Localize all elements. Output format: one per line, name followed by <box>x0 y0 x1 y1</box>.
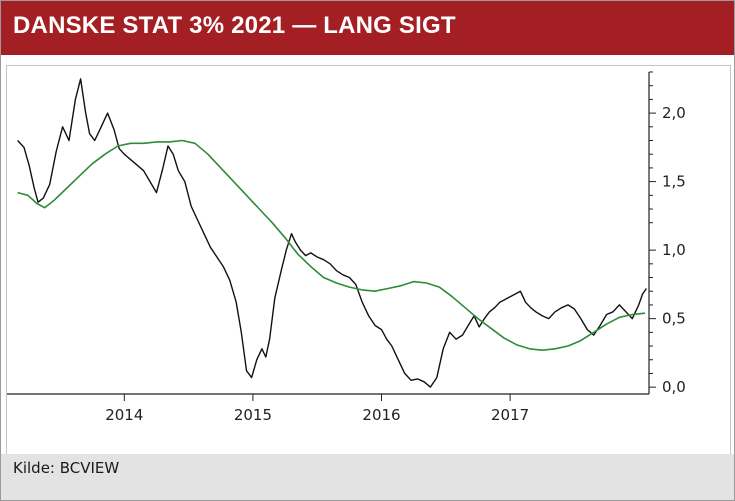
source-label: Kilde: BCVIEW <box>13 459 120 477</box>
y-tick-label: 0,0 <box>662 378 686 396</box>
y-tick-label: 1,0 <box>662 241 686 259</box>
average-series-line <box>17 139 646 352</box>
y-tick-label: 0,5 <box>662 310 686 328</box>
plot-area: 2014 2015 2016 2017 0,0 0,5 1,0 1,5 2,0 <box>6 65 731 455</box>
chart-title: DANSKE STAT 3% 2021 — LANG SIGT <box>13 12 456 39</box>
y-tick-label: 1,5 <box>662 173 686 191</box>
y-tick-label: 2,0 <box>662 104 686 122</box>
title-bar <box>1 1 734 55</box>
x-tick-label: 2014 <box>105 406 143 424</box>
x-tick-label: 2017 <box>491 406 529 424</box>
chart-svg: 2014 2015 2016 2017 0,0 0,5 1,0 1,5 2,0 <box>7 71 686 424</box>
source-bar <box>1 454 734 500</box>
x-tick-label: 2016 <box>362 406 400 424</box>
x-tick-label: 2015 <box>234 406 272 424</box>
price-series-line <box>17 78 647 388</box>
